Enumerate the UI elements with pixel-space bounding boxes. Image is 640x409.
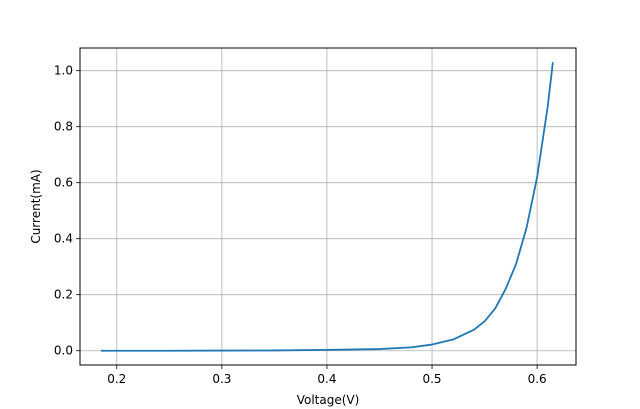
y-tick-label: 0.2 [54,288,73,302]
y-tick-label: 0.6 [54,176,73,190]
y-tick-label: 0.8 [54,120,73,134]
x-tick-label: 0.6 [528,372,547,386]
y-tick-label: 0.0 [54,344,73,358]
y-axis-label: Current(mA) [29,169,43,243]
y-tick-label: 1.0 [54,64,73,78]
y-tick-label: 0.4 [54,232,73,246]
x-tick-label: 0.4 [317,372,336,386]
x-tick-label: 0.2 [107,372,126,386]
x-tick-label: 0.5 [422,372,441,386]
plot-frame [79,47,577,366]
ticks: 0.2 0.3 0.4 0.5 0.6 0.0 0.2 0.4 0.6 0.8 1.0 [54,64,547,386]
grid [80,48,576,365]
x-axis-label: Voltage(V) [297,393,360,407]
series-layer [101,62,554,352]
series-line [101,62,554,352]
x-tick-label: 0.3 [212,372,231,386]
